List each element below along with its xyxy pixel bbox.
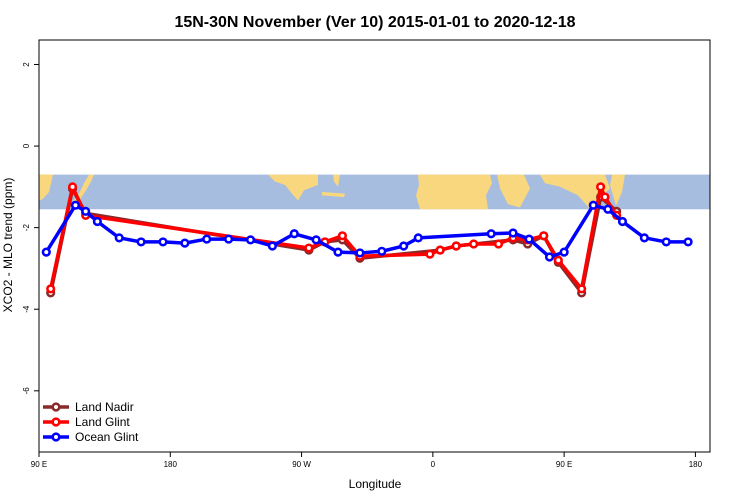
map-land-2 bbox=[268, 174, 318, 201]
point-2-18 bbox=[413, 233, 423, 243]
point-2-0 bbox=[41, 247, 51, 257]
point-2-20 bbox=[508, 228, 518, 238]
legend-label-2: Ocean Glint bbox=[75, 430, 139, 444]
point-2-7 bbox=[180, 238, 190, 248]
x-axis-label: Longitude bbox=[349, 477, 402, 491]
map-land-4 bbox=[322, 191, 345, 198]
map-land-0 bbox=[39, 174, 53, 201]
point-2-23 bbox=[559, 247, 569, 257]
point-2-24 bbox=[588, 200, 598, 210]
series-layer bbox=[41, 182, 693, 298]
point-2-4 bbox=[114, 233, 124, 243]
point-2-10 bbox=[245, 235, 256, 245]
y-axis: 2 0 -2 -4 -6 bbox=[22, 62, 39, 395]
point-2-14 bbox=[333, 247, 343, 257]
point-1-3 bbox=[304, 243, 314, 253]
x-axis: 90 E 180 90 W 0 90 E 180 bbox=[31, 452, 703, 469]
point-2-3 bbox=[92, 216, 102, 227]
point-2-1 bbox=[70, 200, 81, 210]
point-2-26 bbox=[617, 216, 628, 227]
point-1-5 bbox=[337, 231, 348, 241]
point-2-9 bbox=[224, 234, 234, 244]
point-2-2 bbox=[81, 206, 91, 216]
point-2-12 bbox=[289, 229, 299, 239]
map-land-7 bbox=[540, 174, 610, 210]
point-2-17 bbox=[399, 241, 409, 251]
point-1-7 bbox=[425, 249, 435, 259]
point-2-5 bbox=[136, 237, 146, 247]
point-1-17 bbox=[595, 182, 606, 192]
point-1-18 bbox=[600, 192, 610, 202]
legend-marker-0 bbox=[51, 402, 61, 412]
x-tick-label-4: 90 E bbox=[556, 460, 572, 469]
chart-title: 15N-30N November (Ver 10) 2015-01-01 to … bbox=[174, 14, 575, 31]
point-2-16 bbox=[377, 246, 387, 256]
point-1-16 bbox=[577, 284, 587, 294]
y-tick-label-0: 2 bbox=[22, 62, 31, 67]
legend-marker-1 bbox=[51, 417, 61, 427]
point-2-21 bbox=[524, 234, 534, 244]
x-tick-label-2: 90 W bbox=[292, 460, 311, 469]
x-tick-label-5: 180 bbox=[689, 460, 703, 469]
legend-marker-2 bbox=[51, 432, 61, 442]
point-1-11 bbox=[493, 239, 504, 249]
y-tick-label-2: -2 bbox=[22, 224, 31, 232]
map-land-3 bbox=[333, 174, 340, 187]
point-2-19 bbox=[486, 229, 496, 239]
point-2-28 bbox=[661, 237, 671, 247]
point-1-14 bbox=[539, 231, 549, 241]
point-2-13 bbox=[311, 235, 321, 245]
point-1-15 bbox=[553, 255, 563, 265]
point-2-29 bbox=[683, 237, 693, 247]
y-tick-label-4: -6 bbox=[22, 387, 31, 395]
point-2-22 bbox=[544, 252, 555, 262]
x-tick-label-0: 90 E bbox=[31, 460, 47, 469]
x-tick-label-3: 0 bbox=[431, 460, 436, 469]
point-2-6 bbox=[158, 237, 168, 247]
point-2-8 bbox=[202, 234, 212, 244]
plot-frame bbox=[38, 39, 711, 453]
point-2-25 bbox=[603, 204, 613, 214]
point-2-11 bbox=[267, 241, 277, 251]
point-2-15 bbox=[355, 248, 365, 258]
map-land-6 bbox=[497, 174, 530, 208]
point-1-1 bbox=[67, 182, 78, 192]
plot-border bbox=[38, 39, 711, 453]
point-1-9 bbox=[451, 241, 461, 251]
map-land-5 bbox=[416, 174, 492, 210]
point-1-8 bbox=[435, 245, 445, 255]
map-land-8 bbox=[610, 174, 625, 206]
point-1-0 bbox=[46, 284, 56, 294]
y-tick-label-1: 0 bbox=[22, 143, 31, 148]
legend-label-1: Land Glint bbox=[75, 415, 130, 429]
y-axis-label: XCO2 - MLO trend (ppm) bbox=[1, 178, 15, 313]
y-tick-label-3: -4 bbox=[22, 305, 31, 313]
series-ocean-glint bbox=[41, 200, 693, 262]
x-tick-label-1: 180 bbox=[164, 460, 178, 469]
legend-label-0: Land Nadir bbox=[75, 400, 134, 414]
point-2-27 bbox=[639, 233, 649, 243]
point-1-10 bbox=[469, 239, 479, 249]
